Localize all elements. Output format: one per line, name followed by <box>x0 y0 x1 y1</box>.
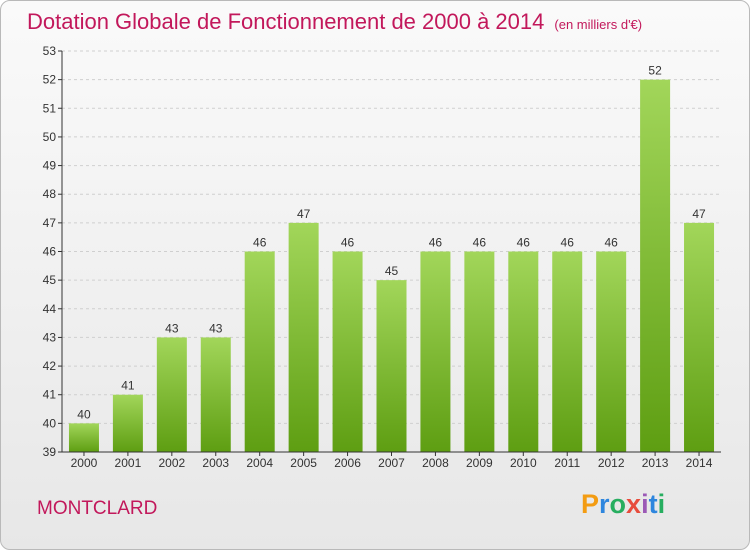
bar <box>288 222 319 452</box>
x-tick-label: 2012 <box>598 456 625 470</box>
y-tick-label: 49 <box>43 159 57 173</box>
bar-value-label: 46 <box>473 236 487 250</box>
location-name: MONTCLARD <box>37 498 158 519</box>
bar <box>68 423 99 452</box>
bar <box>332 251 363 452</box>
bar-value-label: 46 <box>341 236 355 250</box>
bar <box>508 251 539 452</box>
bar-value-label: 46 <box>561 236 575 250</box>
y-tick-label: 41 <box>43 388 57 402</box>
y-tick-label: 48 <box>43 187 57 201</box>
x-tick-label: 2005 <box>290 456 317 470</box>
x-tick-label: 2010 <box>510 456 537 470</box>
bar-value-label: 45 <box>385 264 399 278</box>
x-tick-label: 2011 <box>554 456 580 470</box>
x-tick-label: 2008 <box>422 456 449 470</box>
bar <box>596 251 627 452</box>
bar-value-label: 41 <box>121 379 135 393</box>
bar <box>552 251 583 452</box>
x-tick-label: 2001 <box>115 456 142 470</box>
logo-letter: i <box>657 489 666 519</box>
proxiti-logo: Proxiti <box>581 489 665 520</box>
bar <box>420 251 451 452</box>
chart-title: Dotation Globale de Fonctionnement de 20… <box>27 9 642 35</box>
x-tick-label: 2014 <box>686 456 713 470</box>
y-tick-label: 53 <box>43 44 57 58</box>
y-tick-label: 39 <box>43 445 57 459</box>
bar <box>684 222 715 452</box>
logo-letter: P <box>581 489 600 519</box>
logo-letter: o <box>609 489 627 519</box>
bar-value-label: 46 <box>253 236 267 250</box>
y-tick-label: 45 <box>43 273 57 287</box>
bar-value-label: 46 <box>429 236 443 250</box>
bar-value-label: 47 <box>297 207 311 221</box>
chart-subtitle: (en milliers d'€) <box>554 17 643 32</box>
bar <box>112 394 143 452</box>
y-tick-label: 47 <box>43 216 57 230</box>
x-tick-label: 2004 <box>246 456 273 470</box>
y-tick-label: 50 <box>43 130 57 144</box>
bar <box>376 280 407 452</box>
bar <box>640 79 671 453</box>
y-tick-label: 43 <box>43 330 57 344</box>
logo-letter: t <box>648 489 658 519</box>
bar <box>156 337 187 452</box>
bar <box>464 251 495 452</box>
bar-value-label: 43 <box>165 321 179 335</box>
bar <box>200 337 231 452</box>
logo-letter: r <box>599 489 610 519</box>
bar-value-label: 46 <box>517 236 531 250</box>
bar-value-label: 52 <box>648 64 662 78</box>
x-tick-label: 2000 <box>71 456 98 470</box>
x-tick-label: 2002 <box>158 456 185 470</box>
chart-title-text: Dotation Globale de Fonctionnement de 20… <box>27 9 545 34</box>
y-tick-label: 44 <box>43 302 57 316</box>
x-tick-label: 2003 <box>202 456 229 470</box>
y-tick-label: 42 <box>43 359 57 373</box>
bar-value-label: 46 <box>604 236 618 250</box>
x-tick-label: 2007 <box>378 456 405 470</box>
logo-letter: x <box>626 489 642 519</box>
x-axis: 2000 2001 2002 2003 2004 2005 2006 2007 2008 2009… <box>71 452 713 470</box>
y-tick-label: 46 <box>43 245 57 259</box>
y-axis: 39 40 41 42 43 44 45 46 47 48 49 50 51 52 53 <box>43 44 62 459</box>
x-tick-label: 2006 <box>334 456 361 470</box>
y-tick-label: 51 <box>43 101 57 115</box>
logo-letter: i <box>641 489 649 519</box>
x-tick-label: 2009 <box>466 456 493 470</box>
bar-value-label: 40 <box>77 407 91 421</box>
bar-value-label: 47 <box>692 207 706 221</box>
y-tick-label: 52 <box>43 73 57 87</box>
y-tick-label: 40 <box>43 416 57 430</box>
x-tick-label: 2013 <box>642 456 669 470</box>
bar-value-label: 43 <box>209 321 223 335</box>
bar <box>244 251 275 452</box>
bars: 40 41 43 43 46 47 46 45 46 46 46 46 46 52 47 <box>68 64 715 453</box>
